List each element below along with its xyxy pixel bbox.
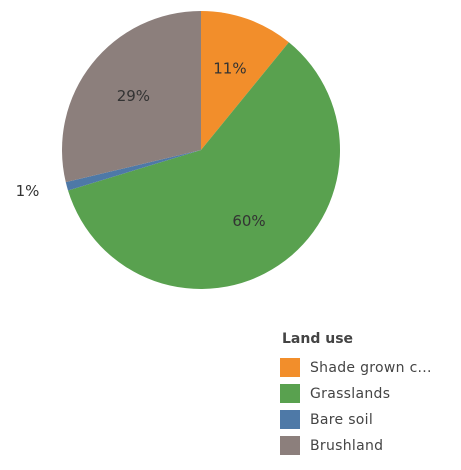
data-label-bare-soil: 1% <box>16 182 40 200</box>
legend-swatch-brushland <box>280 436 300 455</box>
data-label-grasslands: 60% <box>232 212 265 230</box>
legend-label-brushland: Brushland <box>310 437 384 454</box>
pie-slice-shade-grown-c <box>201 11 289 150</box>
pie-slices <box>62 11 341 289</box>
legend-items: Shade grown c... Grasslands Bare soil Brush… <box>280 356 461 457</box>
data-label-brushland: 29% <box>117 87 150 105</box>
legend-swatch-shade-grown-c <box>280 358 300 377</box>
legend-title: Land use <box>282 331 354 347</box>
data-label-shade-grown-c: 11% <box>213 59 246 77</box>
legend-swatch-grasslands <box>280 384 300 403</box>
pie-data-labels: 11% 60% 1% 29% <box>16 59 266 230</box>
legend-item-bare-soil[interactable]: Bare soil <box>280 408 461 431</box>
legend-swatch-bare-soil <box>280 410 300 429</box>
legend-label-shade-grown-c: Shade grown c... <box>310 359 432 376</box>
legend-item-brushland[interactable]: Brushland <box>280 434 461 457</box>
legend-label-bare-soil: Bare soil <box>310 411 374 428</box>
pie-slice-brushland <box>62 11 201 183</box>
legend-item-grasslands[interactable]: Grasslands <box>280 382 461 405</box>
legend-label-grasslands: Grasslands <box>310 385 391 402</box>
pie-slice-grasslands <box>68 42 341 289</box>
legend-item-shade-grown-c[interactable]: Shade grown c... <box>280 356 461 379</box>
legend: Land use Shade grown c... Grasslands Bare … <box>280 330 461 460</box>
pie-slice-bare-soil <box>65 150 201 191</box>
